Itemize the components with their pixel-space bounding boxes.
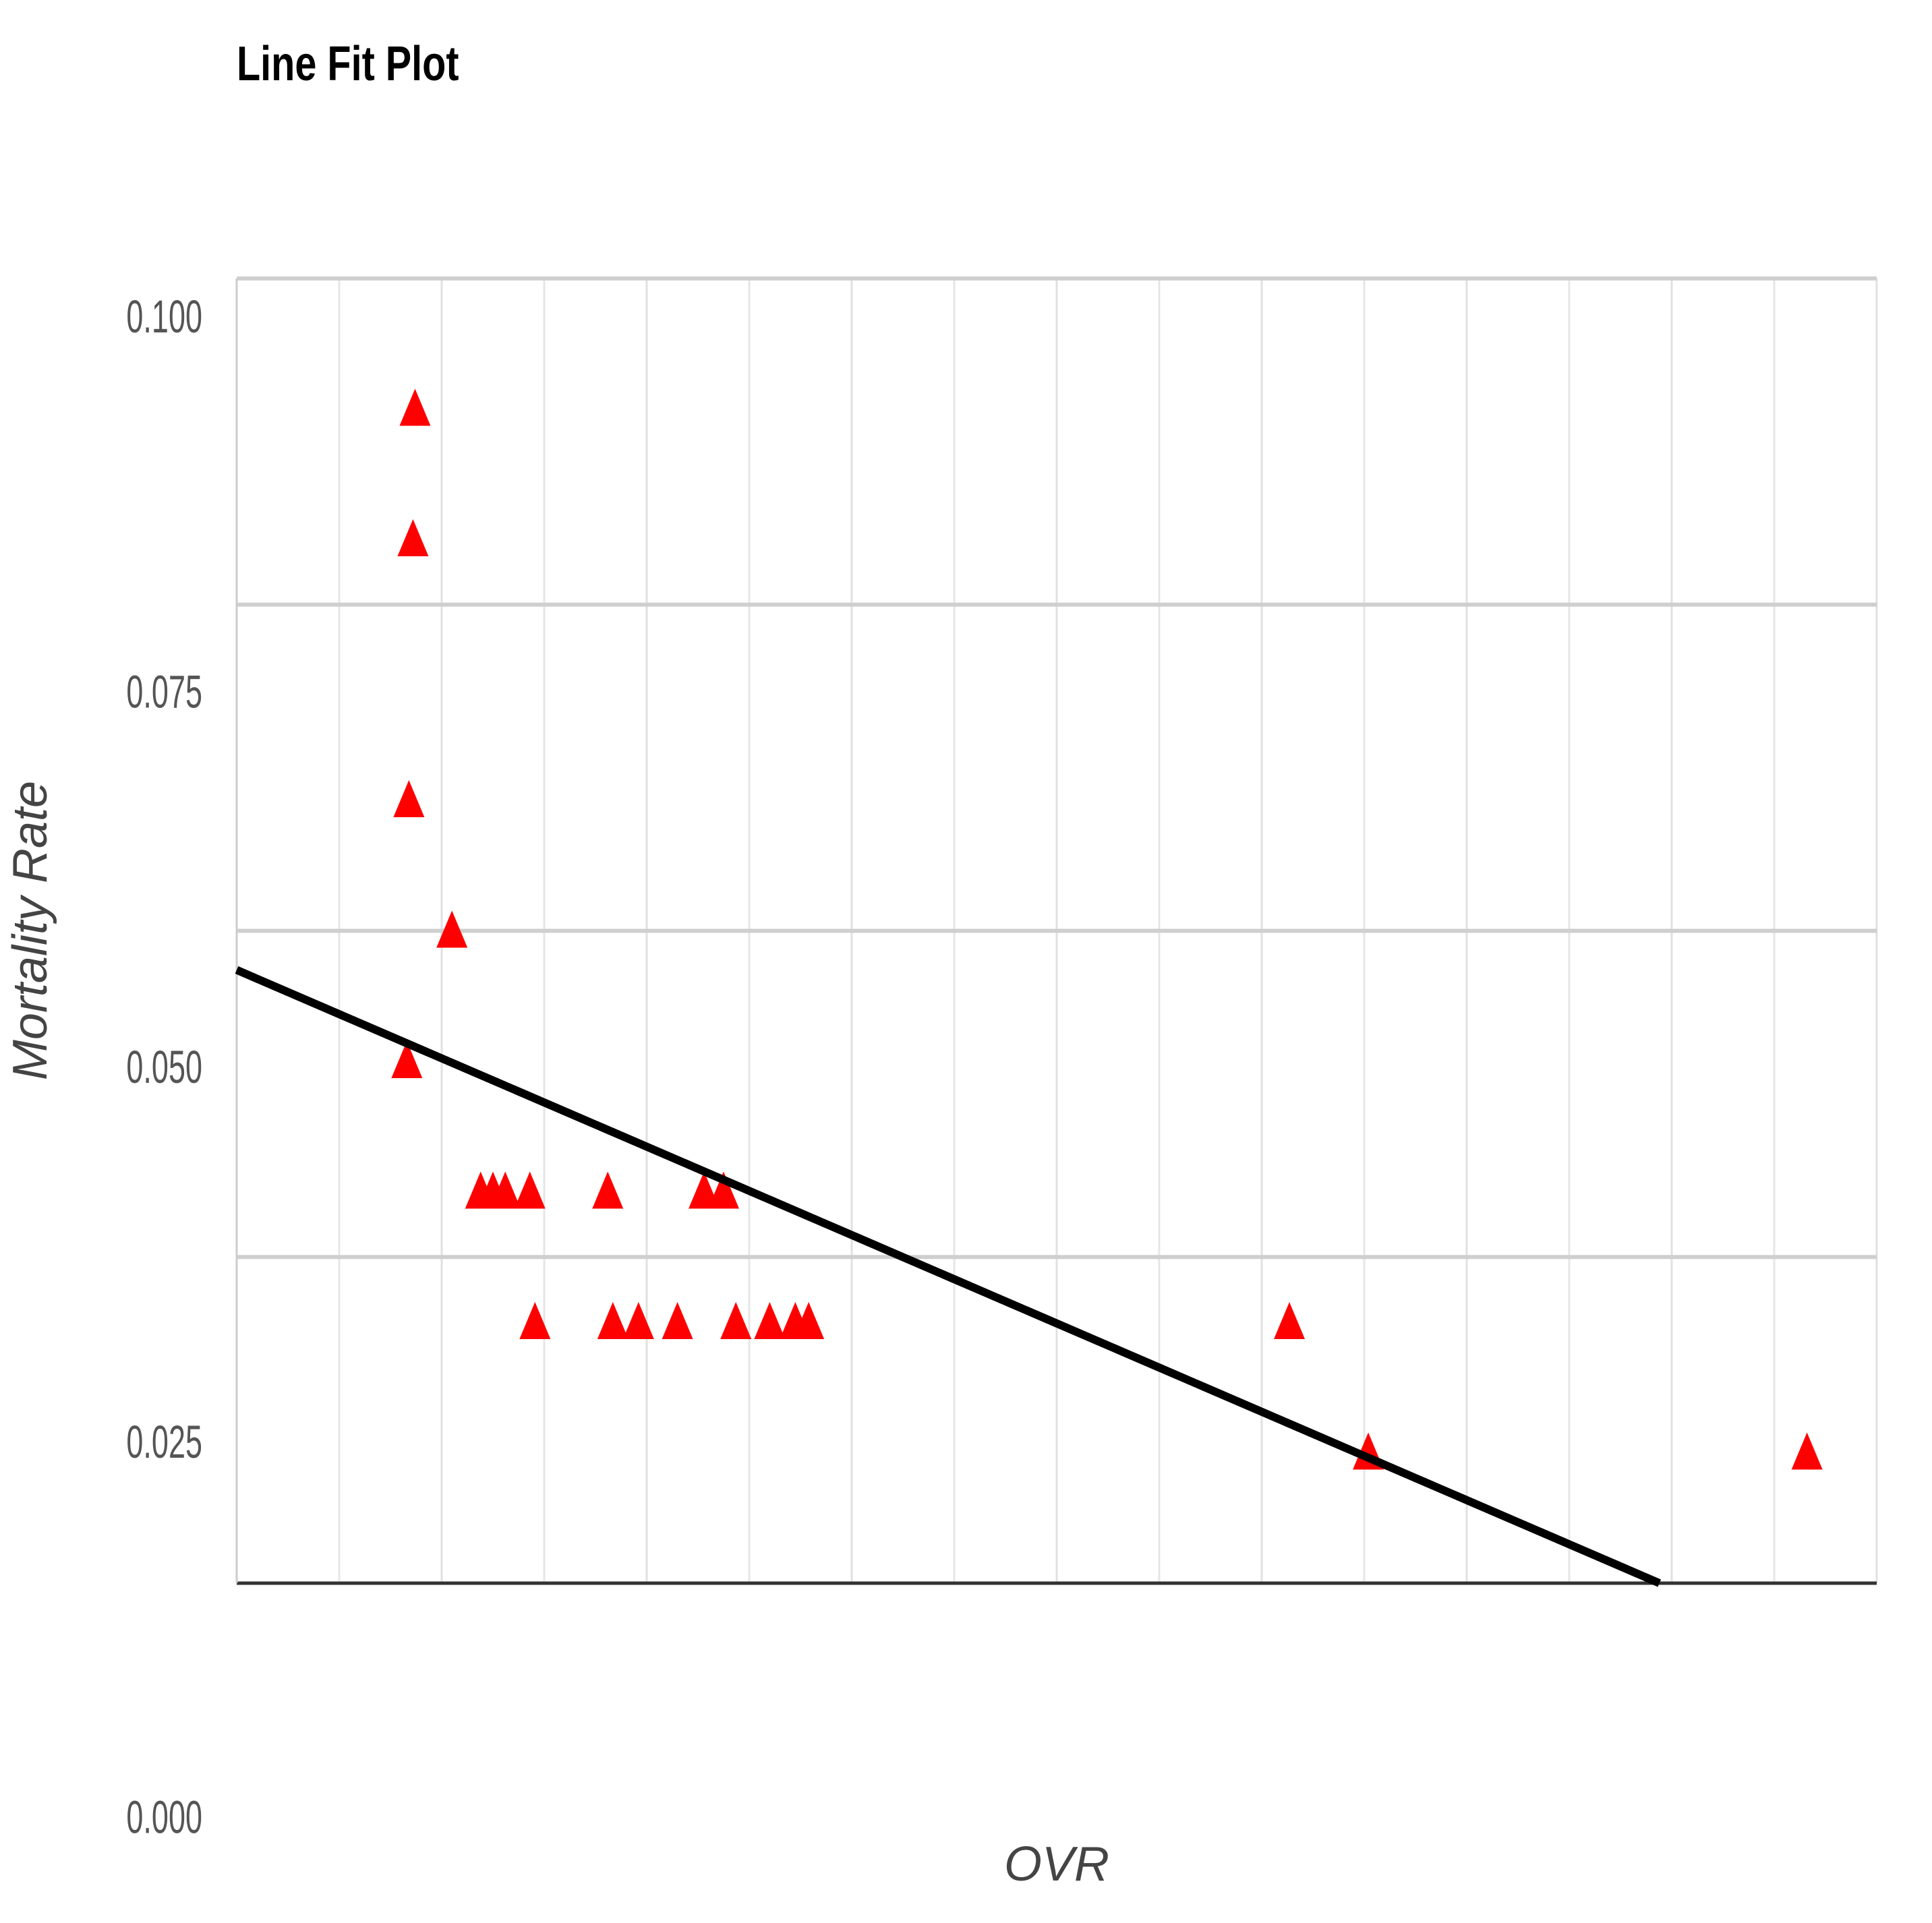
point	[399, 388, 431, 426]
point	[393, 780, 425, 817]
x-tick-label: 1,400	[1634, 1920, 1710, 1923]
point	[597, 1302, 628, 1339]
point	[436, 910, 468, 948]
point	[391, 1041, 423, 1078]
x-tick-label: 200	[416, 1920, 467, 1923]
y-tick-label: 0.050	[126, 1041, 202, 1093]
point	[490, 1171, 521, 1209]
x-tick-label: 1,000	[1224, 1920, 1300, 1923]
x-tick-label: 1,600	[1839, 1920, 1915, 1923]
y-tick-label: 0.025	[126, 1417, 202, 1469]
point	[793, 1302, 825, 1339]
x-axis-title: OVR	[1004, 1837, 1109, 1891]
point	[397, 519, 429, 556]
point	[1791, 1432, 1823, 1470]
point	[708, 1171, 739, 1209]
point	[519, 1302, 551, 1339]
x-tick-label: 400	[621, 1920, 672, 1923]
y-tick-label: 0.075	[126, 666, 202, 718]
trend-line	[235, 966, 1662, 1587]
point	[689, 1171, 720, 1209]
y-tick-label: 0.000	[126, 1792, 202, 1843]
x-tick-label: 600	[826, 1920, 877, 1923]
y-tick-label: 0.100	[126, 291, 202, 343]
point	[754, 1302, 786, 1339]
point	[662, 1302, 693, 1339]
point	[592, 1171, 624, 1209]
y-axis-title: Mortality Rate	[3, 781, 57, 1080]
point	[720, 1302, 752, 1339]
chart-title: Line Fit Plot	[237, 36, 459, 91]
x-tick-label: 0	[228, 1920, 245, 1923]
point	[1274, 1302, 1306, 1339]
point	[514, 1171, 546, 1209]
point	[622, 1302, 654, 1339]
x-tick-label: 800	[1031, 1920, 1082, 1923]
x-tick-label: 1,200	[1429, 1920, 1505, 1923]
